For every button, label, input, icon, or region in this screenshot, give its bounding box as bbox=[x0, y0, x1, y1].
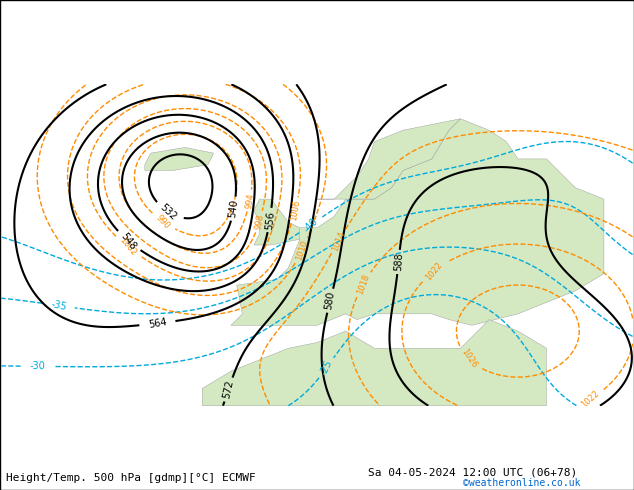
Text: 1022: 1022 bbox=[579, 389, 601, 410]
Text: 556: 556 bbox=[264, 210, 276, 230]
Text: Height/Temp. 500 hPa [gdmp][°C] ECMWF: Height/Temp. 500 hPa [gdmp][°C] ECMWF bbox=[6, 473, 256, 483]
Text: -25: -25 bbox=[318, 359, 335, 377]
Text: 990: 990 bbox=[154, 213, 172, 230]
Text: 1026: 1026 bbox=[459, 347, 479, 370]
Text: 532: 532 bbox=[158, 202, 178, 222]
Text: -35: -35 bbox=[49, 299, 67, 312]
Text: 548: 548 bbox=[119, 231, 138, 251]
Text: 588: 588 bbox=[393, 252, 404, 271]
Text: 1018: 1018 bbox=[355, 273, 371, 296]
Text: ©weatheronline.co.uk: ©weatheronline.co.uk bbox=[463, 478, 580, 488]
Text: 1022: 1022 bbox=[424, 260, 444, 282]
Text: 1006: 1006 bbox=[289, 199, 301, 221]
Text: 1010: 1010 bbox=[294, 239, 309, 262]
Text: -30: -30 bbox=[29, 361, 45, 371]
Text: 998: 998 bbox=[254, 213, 265, 230]
Text: 564: 564 bbox=[148, 317, 167, 330]
Text: 1002: 1002 bbox=[118, 236, 138, 258]
Text: 1014: 1014 bbox=[331, 229, 347, 252]
Text: Sa 04-05-2024 12:00 UTC (06+78): Sa 04-05-2024 12:00 UTC (06+78) bbox=[368, 468, 577, 478]
Text: 580: 580 bbox=[324, 291, 337, 311]
Text: 540: 540 bbox=[228, 199, 240, 219]
Text: -40: -40 bbox=[302, 216, 320, 234]
Text: 572: 572 bbox=[221, 379, 235, 400]
Text: 994: 994 bbox=[244, 192, 256, 209]
